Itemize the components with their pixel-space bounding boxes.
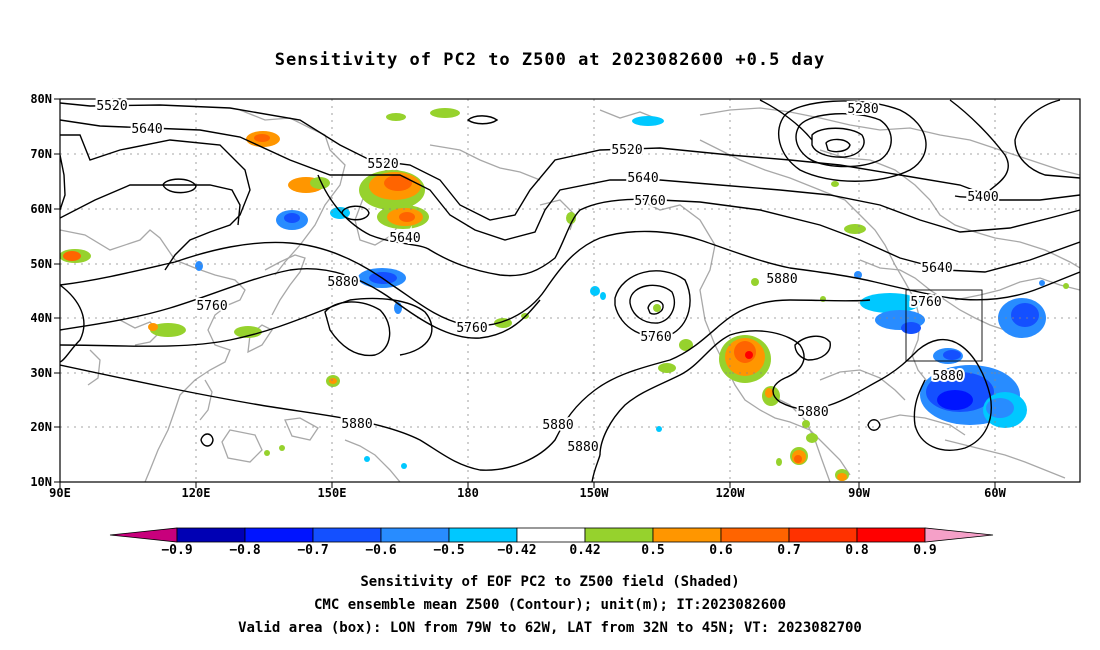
contour-label: 5760 xyxy=(196,299,227,314)
contour-label: 5880 xyxy=(932,369,963,384)
contour-label: 5520 xyxy=(96,99,127,114)
colorbar-tick-label: −0.7 xyxy=(297,543,329,558)
colorbar-tick-label: 0.9 xyxy=(913,543,937,558)
lon-label: 90W xyxy=(848,486,870,500)
lat-label: 20N xyxy=(30,420,52,434)
contour-label: 5880 xyxy=(766,272,797,287)
grid xyxy=(60,99,1080,482)
lat-label: 70N xyxy=(30,147,52,161)
colorbar-tick-label: −0.42 xyxy=(497,543,537,558)
lon-label: 150E xyxy=(317,486,347,500)
lon-label: 120E xyxy=(181,486,211,500)
colorbar-tick-label: 0.42 xyxy=(569,543,601,558)
contour-label: 5760 xyxy=(640,330,671,345)
colorbar-tick-label: −0.8 xyxy=(229,543,261,558)
contour-label: 5640 xyxy=(131,122,162,137)
lon-label: 120W xyxy=(715,486,745,500)
contour-label: 5880 xyxy=(567,440,598,455)
contour-label: 5280 xyxy=(847,102,878,117)
contour-label: 5880 xyxy=(341,417,372,432)
lat-label: 30N xyxy=(30,366,52,380)
colorbar-tick-label: 0.6 xyxy=(709,543,733,558)
lat-label: 80N xyxy=(30,92,52,106)
colorbar-tick-label: −0.5 xyxy=(433,543,465,558)
colorbar-tick-label: −0.9 xyxy=(161,543,193,558)
plot-frame xyxy=(59,98,1081,483)
contour-label: 5520 xyxy=(611,143,642,158)
footer-line-2: CMC ensemble mean Z500 (Contour); unit(m… xyxy=(313,597,786,613)
contour-label: 5640 xyxy=(627,171,658,186)
lat-label: 40N xyxy=(30,311,52,325)
footer-line-1: Sensitivity of EOF PC2 to Z500 field (Sh… xyxy=(360,574,740,590)
contour-label: 5400 xyxy=(967,190,998,205)
lon-label: 60W xyxy=(984,486,1006,500)
map-title: Sensitivity of PC2 to Z500 at 2023082600… xyxy=(274,50,826,70)
contour-label: 5640 xyxy=(921,261,952,276)
lon-label: 180 xyxy=(457,486,479,500)
contour-label: 5640 xyxy=(389,231,420,246)
contour-label: 5880 xyxy=(797,405,828,420)
contour-labels: 5520 5640 5520 5640 5880 5760 5760 5760 … xyxy=(94,97,1000,457)
contour-label: 5760 xyxy=(910,295,941,310)
lon-label: 90E xyxy=(49,486,71,500)
colorbar-tick-label: 0.5 xyxy=(641,543,665,558)
contour-label: 5760 xyxy=(456,321,487,336)
colorbar-tick-label: 0.7 xyxy=(777,543,801,558)
lon-label: 150W xyxy=(579,486,609,500)
lat-label: 10N xyxy=(30,475,52,489)
valid-area-box xyxy=(905,289,983,362)
contour-label: 5880 xyxy=(327,275,358,290)
colorbar-tick-label: −0.6 xyxy=(365,543,397,558)
contour-label: 5520 xyxy=(367,157,398,172)
sensitivity-shading xyxy=(60,108,1069,481)
contour-label: 5880 xyxy=(542,418,573,433)
colorbar-tick-label: 0.8 xyxy=(845,543,869,558)
footer-line-3: Valid area (box): LON from 79W to 62W, L… xyxy=(238,620,862,636)
z500-contours xyxy=(60,99,1080,482)
lat-label: 60N xyxy=(30,202,52,216)
lat-label: 50N xyxy=(30,257,52,271)
contour-label: 5760 xyxy=(634,194,665,209)
